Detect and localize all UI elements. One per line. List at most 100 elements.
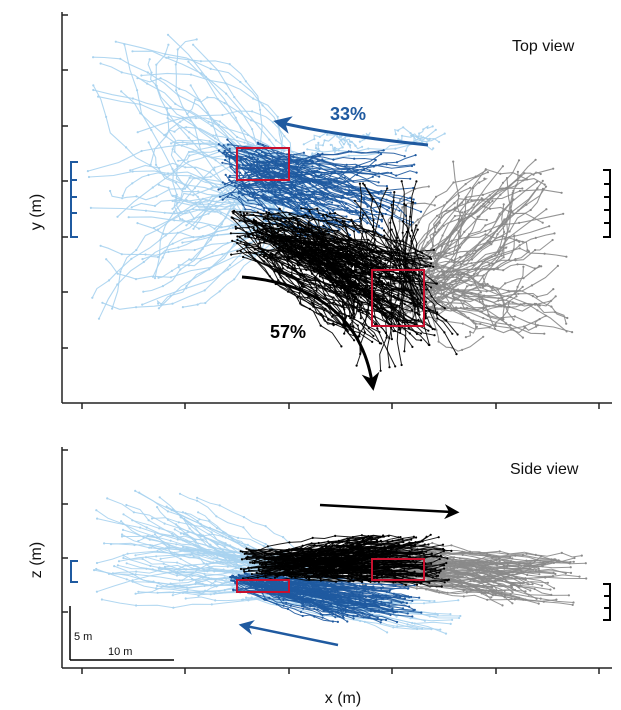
lightblue-trajectory-point	[164, 234, 167, 237]
gray-trajectory-point	[442, 292, 445, 295]
lightblue-trajectory-point	[130, 206, 133, 209]
gray-trajectory-point	[547, 561, 550, 564]
gray-trajectory-point	[518, 247, 521, 250]
gray-trajectory-point	[543, 332, 546, 335]
black-trajectory-point	[245, 212, 249, 215]
lightblue-trajectory-point	[394, 133, 397, 136]
black-trajectory-point	[286, 240, 289, 243]
blue-trajectory-point	[395, 161, 399, 164]
gray-trajectory-point	[436, 252, 439, 255]
gray-trajectory-point	[495, 260, 498, 263]
gray-trajectory-point	[490, 243, 493, 246]
blue-trajectory-point	[326, 195, 329, 198]
black-trajectory-point	[252, 226, 255, 229]
lightblue-trajectory-point	[210, 187, 213, 190]
lightblue-trajectory-point	[195, 38, 198, 41]
lightblue-trajectory-point	[251, 110, 254, 113]
blue-trajectory-point	[224, 173, 227, 176]
gray-trajectory-point	[498, 550, 501, 553]
lightblue-trajectory-point	[119, 270, 122, 273]
lightblue-trajectory-point	[225, 581, 228, 584]
black-trajectory-point	[299, 239, 302, 242]
lightblue-trajectory-point	[189, 73, 193, 76]
black-trajectory-point	[352, 308, 355, 311]
gray-trajectory-point	[460, 584, 463, 587]
lightblue-trajectory-point	[174, 63, 177, 66]
black-trajectory-point	[364, 284, 367, 287]
gray-trajectory-point	[525, 559, 528, 562]
black-trajectory-point	[336, 229, 339, 232]
blue-trajectory-point	[356, 230, 360, 233]
lightblue-trajectory-point	[170, 142, 173, 145]
blue-trajectory-point	[366, 222, 369, 225]
lightblue-trajectory-point	[326, 133, 329, 136]
blue-trajectory-point	[244, 208, 247, 211]
gray-trajectory-point	[536, 324, 539, 327]
gray-trajectory-point	[457, 273, 460, 276]
blue-trajectory-point	[365, 211, 368, 214]
lightblue-trajectory-point	[406, 623, 409, 626]
blue-trajectory-point	[267, 161, 270, 164]
black-trajectory-point	[428, 343, 431, 347]
gray-trajectory-point	[417, 221, 420, 224]
lightblue-trajectory-point	[177, 159, 180, 162]
black-trajectory-point	[278, 251, 281, 254]
black-trajectory-point	[363, 331, 366, 334]
lightblue-trajectory-point	[159, 77, 162, 80]
black-trajectory-point	[382, 297, 386, 300]
black-trajectory-point	[393, 191, 396, 194]
black-trajectory-point	[403, 273, 406, 277]
lightblue-trajectory-point	[250, 564, 253, 567]
gray-trajectory-point	[448, 247, 451, 251]
black-trajectory-point	[352, 230, 356, 233]
gray-trajectory-point	[533, 267, 537, 270]
black-trajectory-point	[299, 276, 302, 279]
lightblue-trajectory-point	[231, 569, 234, 572]
lightblue-trajectory-point	[342, 138, 345, 141]
blue-trajectory-point	[239, 157, 242, 160]
lightblue-trajectory-point	[418, 132, 421, 135]
black-trajectory-point	[343, 332, 346, 335]
black-trajectory-point	[319, 324, 322, 327]
black-trajectory-point	[426, 265, 429, 268]
black-trajectory-point	[405, 280, 408, 283]
blue-trajectory-point	[281, 202, 284, 206]
gray-trajectory-point	[441, 245, 444, 248]
lightblue-trajectory-point	[105, 258, 108, 261]
black-trajectory-point	[455, 353, 458, 356]
lightblue-trajectory-point	[131, 97, 134, 100]
lightblue-trajectory-point	[125, 503, 128, 507]
gray-trajectory-point	[442, 224, 445, 227]
gray-trajectory-point	[501, 165, 504, 168]
gray-trajectory-point	[521, 285, 524, 288]
lightblue-trajectory-point	[199, 202, 202, 205]
gray-trajectory-point	[503, 218, 506, 221]
gray-trajectory-point	[482, 306, 485, 309]
lightblue-trajectory-point	[229, 202, 232, 205]
bottom-y-ticks	[62, 449, 68, 613]
gray-trajectory-point	[572, 560, 575, 563]
gray-trajectory-point	[429, 273, 432, 276]
lightblue-trajectory-point	[244, 80, 247, 83]
black-trajectory-point	[350, 265, 353, 268]
lightblue-trajectory-point	[167, 43, 170, 46]
blue-trajectory-point	[321, 158, 324, 161]
lightblue-trajectory-point	[186, 533, 189, 536]
lightblue-trajectory-point	[187, 136, 190, 139]
black-trajectory-point	[425, 288, 428, 291]
lightblue-trajectory-point	[95, 590, 98, 593]
lightblue-trajectory-point	[215, 515, 218, 518]
gray-trajectory-point	[463, 230, 466, 233]
lightblue-trajectory-point	[224, 82, 227, 85]
gray-trajectory-point	[494, 324, 497, 328]
gray-trajectory-point	[486, 282, 489, 286]
gray-trajectory-point	[538, 569, 541, 572]
gray-trajectory-point	[451, 586, 454, 589]
black-trajectory-point	[364, 231, 367, 234]
blue-trajectory-point	[377, 192, 380, 195]
gray-trajectory-point	[488, 242, 491, 245]
blue-trajectory-point	[339, 191, 342, 194]
black-trajectory-point	[231, 216, 234, 220]
gray-trajectory-point	[572, 601, 575, 604]
lightblue-trajectory-point	[386, 631, 389, 634]
